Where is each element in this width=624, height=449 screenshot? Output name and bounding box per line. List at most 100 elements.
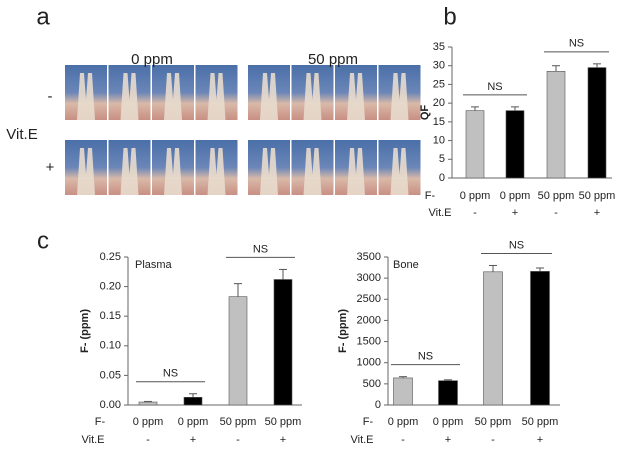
x-tick-label: 0 ppm bbox=[433, 416, 464, 428]
bar bbox=[546, 71, 566, 179]
y-tick-label: 0 bbox=[375, 399, 381, 411]
annotation: NS bbox=[509, 239, 524, 251]
tooth bbox=[303, 73, 322, 120]
x-tick-label: + bbox=[190, 434, 196, 446]
tooth bbox=[207, 148, 226, 195]
tooth bbox=[207, 73, 226, 120]
tooth bbox=[260, 148, 278, 195]
x-tick-label: 50 ppm bbox=[265, 416, 302, 428]
bar bbox=[138, 401, 158, 406]
y-tick-label: 10 bbox=[433, 134, 445, 146]
y-tick-label: 25 bbox=[433, 78, 445, 90]
bar bbox=[228, 296, 248, 406]
annotation: NS bbox=[163, 368, 178, 380]
y-tick-label: 3000 bbox=[357, 272, 381, 284]
panel-label: b bbox=[443, 3, 456, 30]
row-label: - bbox=[48, 88, 53, 105]
y-tick-label: 30 bbox=[433, 60, 445, 72]
panel-label: a bbox=[36, 3, 50, 30]
row-label: Vit.E bbox=[350, 434, 373, 446]
x-tick-label: 0 ppm bbox=[178, 416, 209, 428]
x-tick-label: 50 ppm bbox=[579, 190, 616, 202]
x-tick-label: 50 ppm bbox=[538, 190, 575, 202]
x-tick-label: 0 ppm bbox=[388, 416, 419, 428]
y-tick-label: 35 bbox=[433, 41, 445, 53]
tooth bbox=[120, 148, 139, 195]
annotation: NS bbox=[253, 243, 268, 255]
y-tick-label: 0.10 bbox=[100, 340, 121, 352]
y-axis-label: F- (ppm) bbox=[79, 309, 91, 353]
tooth bbox=[77, 73, 95, 120]
y-tick-label: 0.00 bbox=[100, 399, 121, 411]
row-label: + bbox=[46, 159, 55, 176]
y-tick-label: 15 bbox=[433, 116, 445, 128]
y-tick-label: 5 bbox=[439, 153, 445, 165]
x-tick-label: 50 ppm bbox=[522, 416, 559, 428]
tooth bbox=[120, 73, 139, 120]
bar bbox=[438, 380, 458, 406]
y-tick-label: 2000 bbox=[357, 314, 381, 326]
x-tick-label: - bbox=[491, 434, 495, 446]
x-tick-label: 50 ppm bbox=[475, 416, 512, 428]
tooth bbox=[164, 73, 182, 120]
x-tick-label: 0 ppm bbox=[500, 190, 531, 202]
bar bbox=[183, 397, 203, 406]
y-axis-label: QF bbox=[419, 105, 431, 121]
annotation: NS bbox=[487, 81, 502, 93]
x-tick-label: + bbox=[445, 434, 451, 446]
y-tick-label: 1500 bbox=[357, 335, 381, 347]
x-tick-label: 0 ppm bbox=[133, 416, 164, 428]
row-label: Vit.E bbox=[81, 434, 104, 446]
bar bbox=[393, 377, 413, 406]
bar bbox=[465, 110, 485, 179]
tooth bbox=[347, 73, 365, 120]
tooth bbox=[303, 148, 322, 195]
row-title: Vit.E bbox=[6, 126, 37, 143]
row-label: F- bbox=[95, 416, 106, 428]
bar bbox=[505, 110, 525, 179]
annotation: NS bbox=[418, 351, 433, 363]
row-label: F- bbox=[363, 416, 374, 428]
x-tick-label: + bbox=[537, 434, 543, 446]
x-tick-label: + bbox=[280, 434, 286, 446]
x-tick-label: + bbox=[512, 207, 518, 219]
y-tick-label: 0.20 bbox=[100, 281, 121, 293]
annotation: NS bbox=[569, 38, 584, 50]
x-tick-label: - bbox=[236, 434, 240, 446]
chart-title: Plasma bbox=[135, 259, 173, 271]
y-tick-label: 0.05 bbox=[100, 369, 121, 381]
bar bbox=[587, 67, 607, 179]
y-tick-label: 0.25 bbox=[100, 251, 121, 263]
panel-label: c bbox=[37, 227, 49, 254]
x-tick-label: - bbox=[554, 207, 558, 219]
y-tick-label: 1000 bbox=[357, 357, 381, 369]
x-tick-label: - bbox=[146, 434, 150, 446]
bar bbox=[530, 271, 550, 406]
x-tick-label: - bbox=[401, 434, 405, 446]
y-axis-label: F- (ppm) bbox=[337, 309, 349, 353]
tooth bbox=[347, 148, 365, 195]
tooth bbox=[390, 148, 409, 195]
tooth bbox=[164, 148, 182, 195]
chart-title: Bone bbox=[393, 259, 419, 271]
y-tick-label: 2500 bbox=[357, 293, 381, 305]
x-tick-label: 0 ppm bbox=[460, 190, 491, 202]
tooth bbox=[390, 73, 409, 120]
row-label: Vit.E bbox=[428, 207, 451, 219]
tooth bbox=[260, 73, 278, 120]
row-label: F- bbox=[425, 190, 436, 202]
x-tick-label: + bbox=[594, 207, 600, 219]
x-tick-label: 50 ppm bbox=[220, 416, 257, 428]
bar bbox=[273, 279, 293, 406]
column-label: 0 ppm bbox=[131, 51, 173, 68]
x-tick-label: - bbox=[473, 207, 477, 219]
tooth bbox=[77, 148, 95, 195]
y-tick-label: 20 bbox=[433, 97, 445, 109]
column-label: 50 ppm bbox=[308, 51, 358, 68]
y-tick-label: 0 bbox=[439, 172, 445, 184]
y-tick-label: 0.15 bbox=[100, 310, 121, 322]
y-tick-label: 3500 bbox=[357, 251, 381, 263]
y-tick-label: 500 bbox=[363, 378, 381, 390]
bar bbox=[483, 271, 503, 406]
